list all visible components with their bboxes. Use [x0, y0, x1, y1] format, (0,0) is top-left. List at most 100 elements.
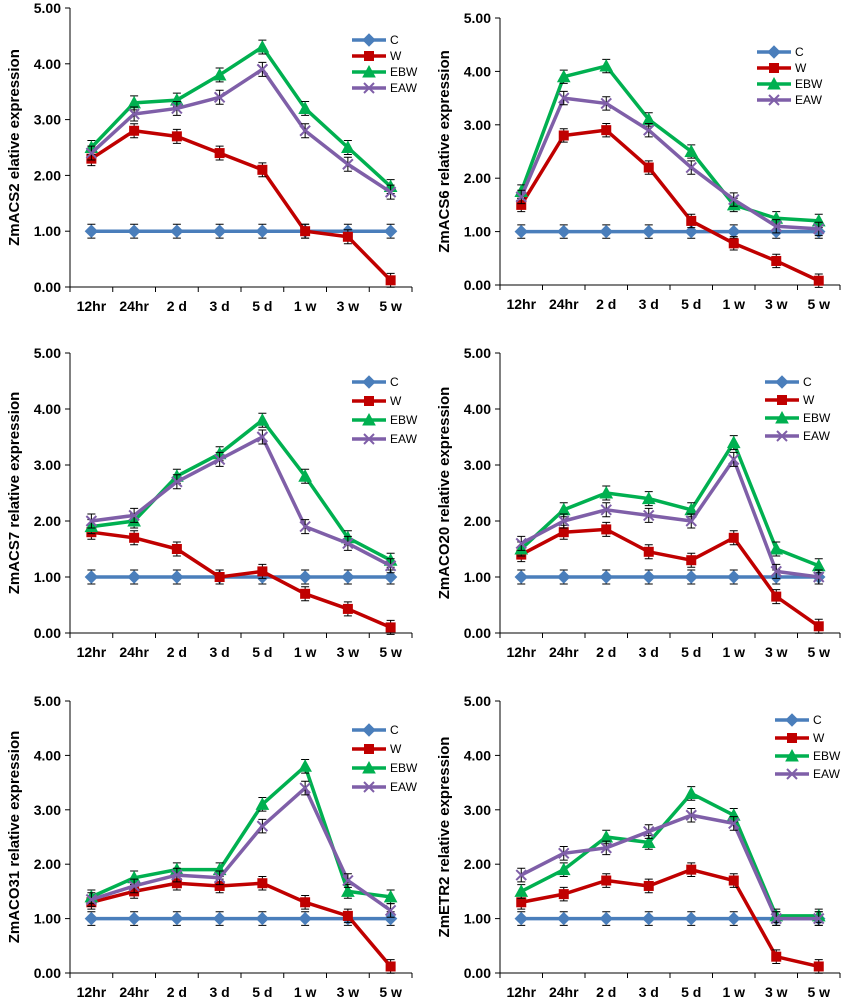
series-eaw — [515, 451, 825, 585]
series-line-ebw — [90, 764, 391, 899]
x-tick-label: 5 d — [681, 644, 701, 660]
chart-panel-4: 0.00 1.00 2.00 3.00 4.00 5.00 12hr 24hr 2 d 3 d 5 … — [436, 345, 841, 660]
y-axis-label: ZmACO31 relative expression — [6, 731, 23, 944]
legend-label-c: C — [390, 33, 399, 47]
legend-label-c: C — [795, 45, 804, 59]
x-tick-label: 5 w — [379, 984, 402, 1000]
legend-label-w: W — [795, 61, 807, 75]
data-point-c — [727, 570, 741, 584]
data-point-eaw — [85, 515, 98, 527]
data-point-eaw — [85, 147, 98, 159]
series-c — [514, 224, 826, 239]
data-point-eaw — [558, 515, 570, 527]
data-point-w — [214, 572, 225, 582]
x-tick-label: 1 w — [294, 984, 317, 1000]
legend-marker-ebw — [767, 76, 781, 90]
series-eaw — [85, 61, 397, 200]
data-point-eaw — [643, 124, 655, 136]
legend-label-c: C — [390, 375, 399, 389]
x-tick-label: 3 d — [639, 296, 659, 312]
data-point-c — [557, 911, 571, 926]
data-point-w — [771, 951, 782, 962]
data-point-c — [642, 224, 656, 239]
y-tick-label: 0.00 — [34, 965, 61, 981]
y-tick-label: 5.00 — [464, 693, 491, 709]
y-tick-label: 3.00 — [34, 112, 61, 128]
x-tick-label: 2 d — [596, 296, 616, 312]
series-line-eaw — [519, 96, 819, 231]
y-tick-label: 2.00 — [34, 513, 61, 529]
legend-marker-w — [787, 733, 797, 743]
data-point-w — [342, 231, 353, 242]
chart-panel-5: 0.00 1.00 2.00 3.00 4.00 5.00 12hr 24hr 2 d 3 d 5 … — [6, 693, 418, 1000]
data-point-ebw — [255, 40, 270, 53]
data-point-w — [601, 524, 612, 535]
data-point-eaw — [558, 92, 570, 104]
data-point-ebw — [556, 862, 571, 876]
data-point-c — [727, 224, 741, 239]
series-w — [86, 524, 396, 635]
x-tick-label: 5 d — [681, 984, 701, 1000]
x-tick-label: 3 w — [337, 984, 360, 1000]
series-line-eaw — [90, 67, 392, 194]
data-point-c — [383, 224, 398, 238]
x-tick-label: 24hr — [549, 644, 579, 660]
x-tick-label: 2 d — [167, 984, 187, 1000]
data-point-w — [516, 897, 527, 908]
series-line-ebw — [91, 418, 392, 562]
data-point-w — [728, 532, 739, 543]
x-tick-label: 12hr — [506, 644, 536, 660]
series-line-w — [520, 867, 820, 969]
data-point-ebw — [556, 69, 571, 83]
x-tick-label: 3 w — [765, 984, 788, 1000]
data-point-eaw — [558, 847, 570, 860]
y-tick-label: 3.00 — [464, 457, 491, 473]
data-point-w — [686, 215, 697, 226]
series-line-ebw — [520, 440, 820, 568]
x-tick-label: 2 d — [167, 644, 187, 660]
data-point-eaw — [256, 431, 269, 443]
chart-panel-6: 0.00 1.00 2.00 3.00 4.00 5.00 12hr 24hr 2 d 3 d 5 … — [436, 693, 841, 1000]
data-point-w — [385, 275, 396, 286]
data-point-c — [642, 570, 656, 584]
data-point-ebw — [341, 140, 355, 153]
legend-label-w: W — [390, 49, 402, 63]
legend-label-ebw: EBW — [795, 77, 823, 91]
data-point-eaw — [171, 869, 183, 881]
legend-marker-ebw — [775, 410, 789, 424]
data-point-ebw — [641, 835, 656, 848]
y-tick-label: 0.00 — [464, 625, 491, 641]
series-eaw — [85, 780, 397, 918]
data-point-eaw — [770, 565, 782, 578]
x-tick-label: 24hr — [549, 984, 579, 1000]
data-point-c — [383, 570, 398, 584]
data-point-c — [170, 911, 184, 926]
series-line-eaw — [91, 435, 392, 568]
data-point-eaw — [643, 509, 655, 522]
data-point-ebw — [769, 541, 784, 555]
data-point-eaw — [600, 97, 612, 110]
legend-marker-eaw — [776, 430, 788, 442]
y-axis-label: ZmACS2 elative expression — [6, 49, 23, 246]
x-tick-label: 2 d — [596, 984, 616, 1000]
x-tick-label: 5 w — [379, 644, 402, 660]
series-line-w — [520, 527, 820, 628]
data-point-w — [771, 591, 782, 602]
y-tick-label: 3.00 — [464, 802, 491, 818]
data-point-w — [257, 566, 268, 577]
legend-marker-c — [362, 33, 376, 47]
legend-label-eaw: EAW — [803, 429, 831, 443]
legend-label-c: C — [390, 723, 399, 737]
legend-marker-eaw — [363, 781, 375, 793]
data-point-eaw — [128, 108, 140, 120]
y-tick-label: 3.00 — [34, 457, 61, 473]
data-point-ebw — [641, 491, 656, 505]
data-point-w — [300, 897, 311, 908]
data-point-c — [684, 911, 698, 926]
data-point-c — [212, 911, 227, 926]
y-axis-label: ZmACO20 relative expression — [436, 387, 453, 600]
x-tick-label: 12hr — [77, 298, 107, 314]
legend-marker-ebw — [362, 412, 376, 426]
data-point-w — [686, 555, 697, 566]
data-point-ebw — [212, 67, 227, 81]
